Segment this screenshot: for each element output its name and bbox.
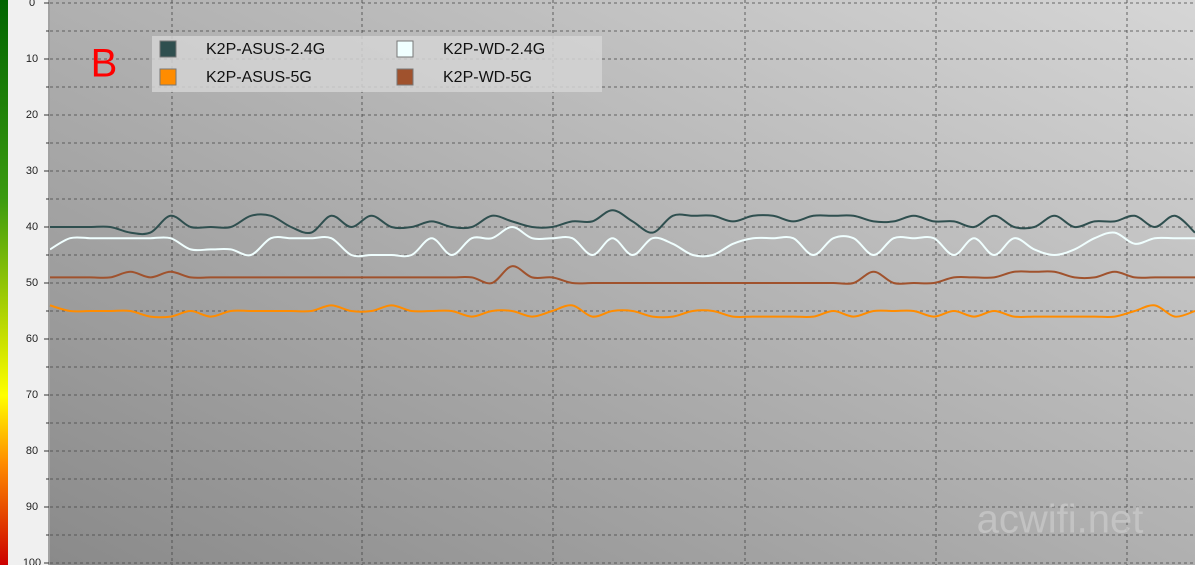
- series-line: [49, 304, 1195, 319]
- y-tick-label: 90: [26, 501, 38, 513]
- legend-swatch: [159, 68, 177, 86]
- annotation: B: [91, 42, 118, 86]
- legend-label: K2P-ASUS-2.4G: [206, 41, 325, 58]
- legend-label: K2P-WD-5G: [443, 69, 532, 86]
- y-tick-label: 60: [26, 333, 38, 345]
- legend-swatch: [396, 40, 414, 58]
- series-line: [50, 265, 1195, 285]
- legend-box: [152, 36, 602, 92]
- legend-label: K2P-WD-2.4G: [443, 41, 545, 58]
- y-tick-label: 10: [26, 53, 38, 65]
- y-tick-label: 0: [29, 0, 35, 9]
- legend-label: K2P-ASUS-5G: [206, 69, 312, 86]
- legend-swatch: [159, 40, 177, 58]
- y-tick-label: 100: [23, 557, 41, 565]
- series-line: [49, 209, 1195, 236]
- y-tick-label: 20: [26, 109, 38, 121]
- y-tick-label: 80: [26, 445, 38, 457]
- color-scale: [0, 0, 8, 565]
- y-tick-label: 50: [26, 277, 38, 289]
- watermark: acwifi.net: [977, 498, 1144, 542]
- y-tick-label: 40: [26, 221, 38, 233]
- series-line: [49, 225, 1195, 258]
- y-tick-label: 30: [26, 165, 38, 177]
- y-tick-label: 70: [26, 389, 38, 401]
- legend-swatch: [396, 68, 414, 86]
